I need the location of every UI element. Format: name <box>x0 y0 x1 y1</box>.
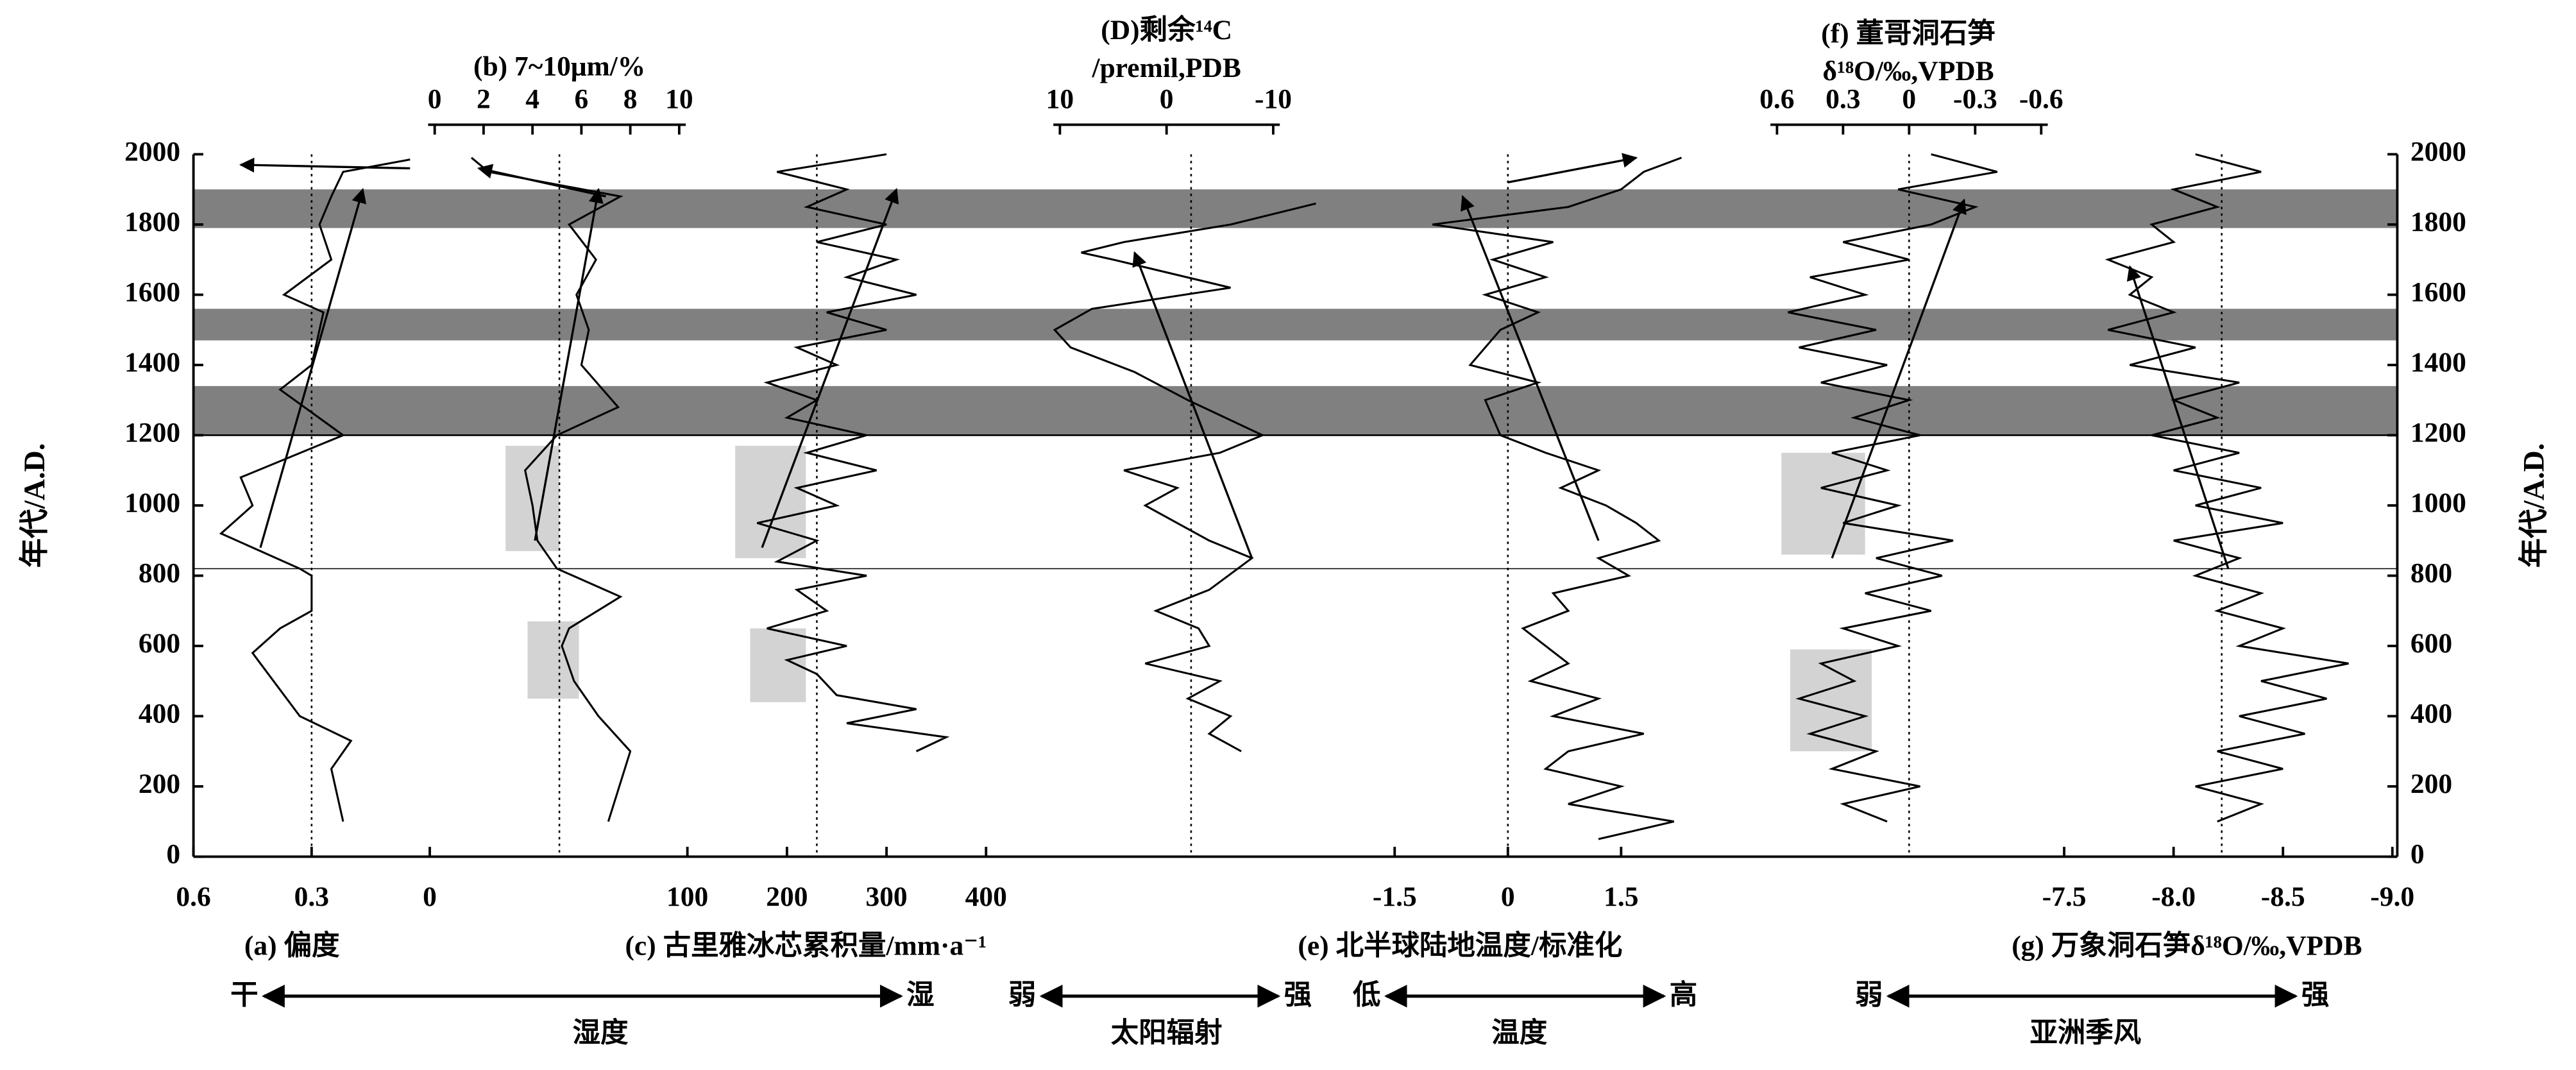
direction-left: 低 <box>1353 980 1381 1010</box>
trend-arrow <box>1461 195 1600 541</box>
panel-label: (c) 古里雅冰芯累积量/mm·a⁻¹ <box>625 931 987 962</box>
trend-arrow <box>259 187 367 548</box>
x-tick-label: 4 <box>525 84 539 115</box>
proxy-curve <box>756 153 950 752</box>
highlight-box <box>527 621 579 699</box>
trend-arrow <box>1132 251 1253 559</box>
direction-left: 弱 <box>1855 980 1883 1010</box>
y-tick-label-right: 1400 <box>2411 347 2466 378</box>
y-tick-label: 1400 <box>124 347 180 378</box>
x-tick-label: 0 <box>1902 84 1916 115</box>
x-tick-label: 0 <box>1501 881 1515 912</box>
highlight-box <box>735 445 806 559</box>
x-tick-label: -9.0 <box>2370 881 2414 912</box>
panel-label: (e) 北半球陆地温度/标准化 <box>1298 931 1622 962</box>
y-axis-label: 年代/A.D. <box>18 443 51 568</box>
shaded-band <box>193 386 2398 436</box>
y-tick-label: 400 <box>139 698 180 729</box>
y-tick-label-right: 200 <box>2411 769 2452 799</box>
x-tick-label: -7.5 <box>2042 881 2087 912</box>
panel-label: (f) 董哥洞石笋 <box>1821 18 1996 49</box>
trend-arrow <box>1831 198 1967 559</box>
y-tick-label-right: 600 <box>2411 628 2452 659</box>
y-tick-label: 1200 <box>124 417 180 448</box>
x-tick-label: 0.6 <box>176 881 210 912</box>
trend-arrow <box>761 188 899 548</box>
y-tick-label-right: 1800 <box>2411 207 2466 237</box>
x-tick-label: 0.3 <box>1826 84 1860 115</box>
trend-arrow <box>2126 265 2230 570</box>
x-tick-label: 0.6 <box>1759 84 1794 115</box>
x-tick-label: 300 <box>865 881 907 912</box>
x-tick-label: 2 <box>477 84 491 115</box>
y-tick-label-right: 2000 <box>2411 136 2466 167</box>
x-tick-label: 400 <box>965 881 1007 912</box>
direction-label: 湿度 <box>573 1017 629 1048</box>
x-tick-label: 8 <box>623 84 638 115</box>
y-tick-label-right: 800 <box>2411 557 2452 588</box>
y-tick-label: 1000 <box>124 488 180 518</box>
x-tick-label: -8.5 <box>2261 881 2305 912</box>
proxy-curve <box>2105 153 2349 823</box>
trend-arrow <box>1507 153 1638 183</box>
direction-left: 干 <box>230 980 258 1010</box>
x-tick-label: 0 <box>428 84 442 115</box>
proxy-curve <box>1053 202 1316 752</box>
y-tick-label-right: 400 <box>2411 698 2452 729</box>
x-tick-label: 0 <box>1160 84 1174 115</box>
x-tick-label: 6 <box>575 84 589 115</box>
panel-label: (D)剩余¹⁴C <box>1101 14 1232 46</box>
proxy-curve <box>1788 153 1998 823</box>
x-tick-label: 10 <box>1046 84 1074 115</box>
y-tick-label-right: 1000 <box>2411 488 2466 518</box>
panel-label: (b) 7~10μm/% <box>473 51 645 81</box>
trend-arrow <box>534 187 604 541</box>
x-tick-label: 1.5 <box>1604 881 1638 912</box>
direction-label: 太阳辐射 <box>1111 1017 1223 1048</box>
y-tick-label: 1600 <box>124 276 180 307</box>
proxy-curve <box>1432 157 1682 840</box>
x-tick-label: -0.3 <box>1953 84 1997 115</box>
shaded-band <box>193 309 2398 341</box>
x-tick-label: 0.3 <box>294 881 329 912</box>
y-axis-label-right: 年代/A.D. <box>2517 443 2550 568</box>
x-tick-label: 100 <box>666 881 708 912</box>
direction-label: 温度 <box>1491 1017 1547 1048</box>
panel-label: /premil,PDB <box>1092 53 1241 83</box>
panel-label: δ¹⁸O/‰,VPDB <box>1822 56 1994 87</box>
y-tick-label: 1800 <box>124 207 180 237</box>
x-tick-label: -10 <box>1255 84 1292 115</box>
y-tick-label-right: 0 <box>2411 838 2425 869</box>
direction-left: 弱 <box>1008 980 1037 1010</box>
x-tick-label: -8.0 <box>2151 881 2196 912</box>
y-tick-label: 2000 <box>124 136 180 167</box>
direction-label: 亚洲季风 <box>2029 1017 2141 1048</box>
panel-label: (g) 万象洞石笋δ¹⁸O/‰,VPDB <box>2012 931 2362 962</box>
trend-arrow <box>477 164 606 198</box>
y-tick-label-right: 1200 <box>2411 417 2466 448</box>
x-tick-label: 200 <box>766 881 808 912</box>
proxy-curve <box>471 157 632 822</box>
y-tick-label: 200 <box>139 769 180 799</box>
y-tick-label: 0 <box>166 838 180 869</box>
y-tick-label: 600 <box>139 628 180 659</box>
x-tick-label: -1.5 <box>1373 881 1417 912</box>
x-tick-label: -0.6 <box>2019 84 2063 115</box>
y-tick-label: 800 <box>139 557 180 588</box>
y-tick-label-right: 1600 <box>2411 276 2466 307</box>
x-tick-label: 0 <box>423 881 437 912</box>
direction-right: 高 <box>1670 980 1698 1010</box>
x-tick-label: 10 <box>665 84 693 115</box>
trend-arrow <box>239 157 411 173</box>
panel-label: (a) 偏度 <box>244 931 340 962</box>
direction-right: 强 <box>1284 980 1312 1010</box>
direction-right: 湿 <box>906 980 935 1010</box>
proxy-curve <box>219 158 411 822</box>
direction-right: 强 <box>2301 980 2329 1010</box>
